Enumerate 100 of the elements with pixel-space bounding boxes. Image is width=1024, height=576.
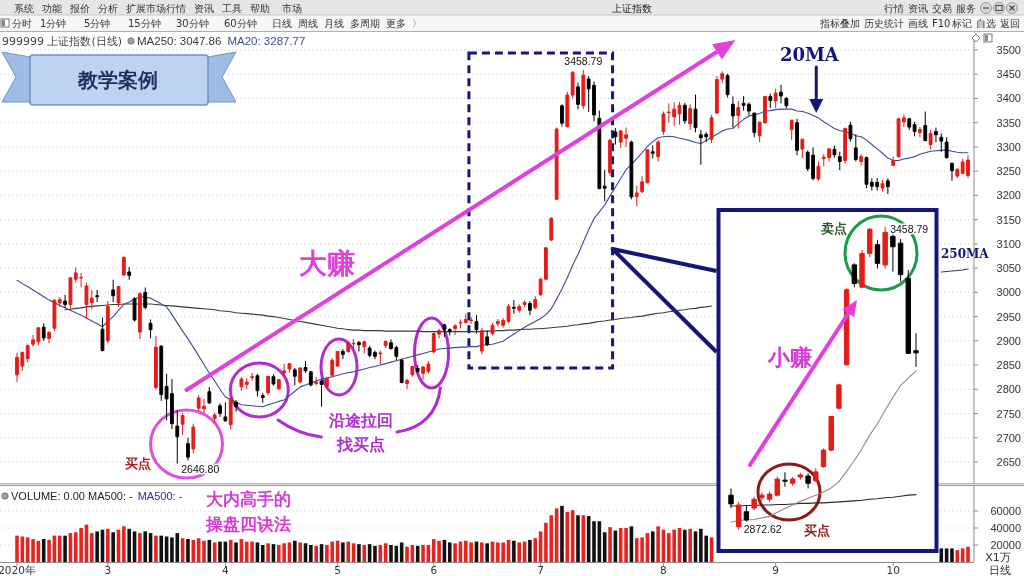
- bar: [362, 545, 367, 562]
- bar: [41, 539, 46, 562]
- candlestick: [880, 179, 885, 193]
- text: 周线: [298, 17, 318, 29]
- bar: [218, 541, 222, 562]
- candlestick: [789, 476, 796, 487]
- text: 交易: [932, 2, 952, 14]
- y-axis-title: X1万: [985, 550, 1011, 564]
- bar: [63, 535, 67, 562]
- candlestick: [292, 367, 297, 386]
- bar: [47, 539, 51, 562]
- candlestick: [25, 343, 30, 364]
- candlestick: [244, 377, 249, 390]
- candlestick: [576, 81, 580, 110]
- candlestick: [63, 294, 67, 309]
- bar: [966, 546, 970, 562]
- candlestick: [828, 415, 834, 452]
- x-tick-label: 10: [886, 564, 900, 576]
- candlestick: [650, 144, 655, 160]
- annotation: 买点: [804, 522, 830, 538]
- y-tick-label: 3450: [996, 68, 1021, 81]
- candlestick: [143, 287, 148, 310]
- text: 多周期: [350, 17, 380, 29]
- bar: [143, 531, 148, 562]
- candlestick: [159, 344, 164, 402]
- candlestick: [517, 303, 522, 314]
- text: 60分钟: [224, 17, 257, 29]
- candlestick: [490, 322, 495, 336]
- candlestick: [207, 386, 212, 405]
- candlestick: [795, 118, 799, 156]
- candlestick: [95, 289, 100, 303]
- candlestick: [751, 496, 757, 511]
- candlestick: [560, 103, 564, 128]
- candlestick: [453, 323, 457, 336]
- bar: [357, 544, 361, 562]
- candlestick: [774, 476, 780, 498]
- y-tick-label: 40000: [990, 522, 1021, 534]
- candlestick: [836, 383, 842, 411]
- candlestick: [116, 285, 121, 308]
- candlestick: [191, 423, 196, 454]
- bar: [421, 545, 425, 562]
- candlestick: [874, 239, 881, 269]
- y-tick-label: 2950: [996, 310, 1021, 323]
- candlestick: [565, 91, 570, 129]
- text: 画线: [908, 17, 928, 29]
- candlestick: [212, 412, 217, 424]
- candlestick: [154, 335, 158, 391]
- candlestick: [330, 357, 335, 378]
- text: 自选: [976, 17, 996, 29]
- candlestick: [944, 136, 949, 160]
- candlestick: [766, 491, 773, 503]
- bar: [309, 545, 313, 562]
- bar: [260, 545, 265, 562]
- y-tick-label: 2850: [996, 359, 1021, 372]
- text: 上证指数: [612, 2, 652, 14]
- candlestick: [533, 295, 538, 310]
- candlestick: [759, 492, 765, 501]
- bar: [127, 528, 131, 562]
- candlestick: [928, 129, 933, 150]
- text: 资讯: [908, 2, 928, 14]
- bar: [608, 527, 612, 562]
- candlestick: [346, 341, 351, 354]
- candlestick: [597, 110, 602, 190]
- candlestick: [890, 232, 896, 273]
- x-tick-label: 8: [660, 564, 667, 576]
- candlestick: [570, 70, 575, 99]
- candlestick: [415, 364, 420, 374]
- candlestick: [447, 327, 452, 336]
- candlestick: [282, 363, 287, 378]
- candlestick: [905, 269, 911, 355]
- bar: [341, 542, 345, 562]
- candlestick: [813, 467, 819, 483]
- bar: [202, 540, 206, 562]
- candlestick: [335, 350, 340, 368]
- y-tick-label: 3500: [996, 44, 1021, 56]
- bar: [266, 543, 270, 562]
- y-tick-label: 2900: [996, 334, 1021, 347]
- candlestick: [859, 249, 865, 289]
- candlestick: [341, 348, 345, 360]
- text: 返回: [1000, 17, 1020, 29]
- text: 系统: [14, 2, 34, 14]
- candlestick: [250, 372, 254, 382]
- y-tick-label: 3050: [996, 262, 1021, 275]
- text: 服务: [956, 2, 976, 14]
- y-tick-label: 3400: [996, 92, 1021, 105]
- annotation: 操盘四诀法: [204, 514, 291, 534]
- candlestick: [736, 501, 742, 531]
- candlestick: [950, 161, 954, 182]
- candlestick: [656, 139, 661, 162]
- annotation: 卖点: [821, 220, 847, 236]
- bar: [560, 505, 564, 562]
- candlestick: [688, 103, 693, 131]
- bar: [228, 539, 233, 562]
- bar: [939, 548, 944, 562]
- y-tick-label: 2750: [996, 407, 1021, 420]
- annotation: 买点: [125, 455, 152, 471]
- candlestick: [121, 255, 126, 277]
- candlestick: [602, 169, 607, 202]
- candlestick: [105, 300, 110, 344]
- candlestick: [137, 291, 142, 340]
